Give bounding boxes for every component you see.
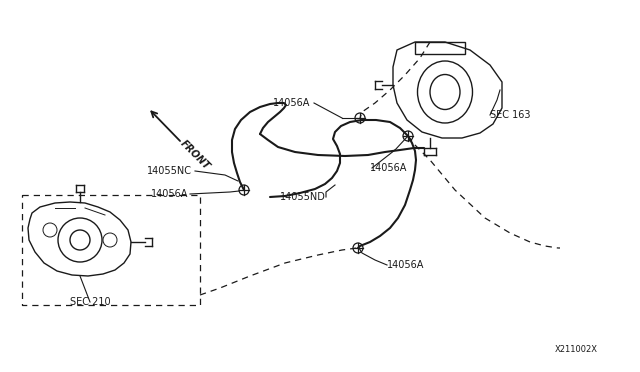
- Text: 14055NC: 14055NC: [147, 166, 192, 176]
- Text: 14055ND: 14055ND: [280, 192, 326, 202]
- Text: 14056A: 14056A: [370, 163, 408, 173]
- Text: FRONT: FRONT: [178, 138, 211, 171]
- Text: 14056A: 14056A: [273, 98, 310, 108]
- Text: SEC 163: SEC 163: [490, 110, 531, 120]
- Text: 14056A: 14056A: [150, 189, 188, 199]
- Text: X211002X: X211002X: [555, 346, 598, 355]
- Text: 14056A: 14056A: [387, 260, 424, 270]
- Text: SEC 210: SEC 210: [70, 297, 110, 307]
